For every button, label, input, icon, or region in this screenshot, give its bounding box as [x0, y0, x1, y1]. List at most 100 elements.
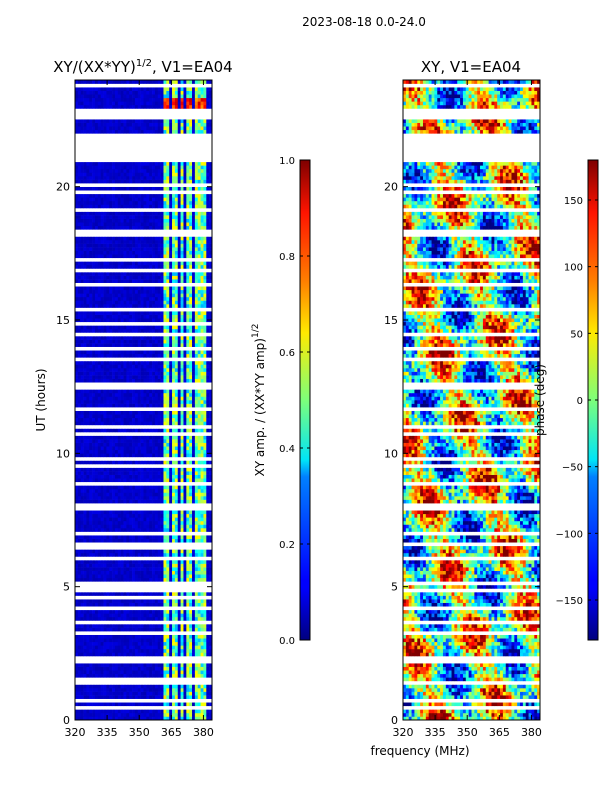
heatmap-cell [174, 353, 179, 358]
heatmap-cell [123, 364, 127, 369]
heatmap-cell [100, 421, 104, 426]
heatmap-cell [94, 378, 99, 383]
heatmap-cell [160, 471, 164, 475]
heatmap-cell [152, 584, 156, 589]
heatmap-cell [117, 712, 121, 717]
heatmap-cell [152, 680, 156, 685]
heatmap-cell [183, 584, 187, 589]
heatmap-cell [180, 375, 184, 379]
heatmap-cell [157, 698, 161, 703]
heatmap-cell [174, 659, 179, 664]
heatmap-cell [194, 567, 199, 571]
heatmap-cell [137, 460, 141, 465]
heatmap-cell [106, 432, 110, 436]
heatmap-cell [177, 563, 181, 568]
heatmap-cell [206, 659, 210, 664]
heatmap-cell [189, 645, 193, 650]
heatmap-cell [132, 471, 136, 475]
heatmap-cell [140, 503, 144, 507]
heatmap-cell [192, 552, 196, 557]
heatmap-cell [152, 499, 156, 504]
heatmap-cell [172, 392, 176, 397]
heatmap-cell [83, 460, 87, 465]
heatmap-cell [186, 435, 190, 440]
heatmap-cell [80, 680, 84, 685]
heatmap-cell [83, 656, 87, 660]
heatmap-cell [186, 698, 190, 703]
heatmap-cell [183, 702, 187, 707]
heatmap-cell [183, 407, 187, 411]
heatmap-cell [117, 563, 121, 568]
heatmap-cell [117, 542, 121, 547]
heatmap-cell [197, 656, 201, 660]
heatmap-cell [94, 688, 99, 692]
heatmap-cell [172, 535, 176, 539]
heatmap-cell [140, 560, 144, 564]
heatmap-cell [154, 442, 159, 447]
heatmap-cell [114, 513, 119, 518]
heatmap-cell [172, 396, 176, 401]
heatmap-cell [143, 670, 147, 675]
heatmap-cell [183, 552, 187, 557]
heatmap-cell [203, 478, 207, 483]
heatmap-cell [200, 592, 204, 596]
heatmap-cell [80, 407, 84, 411]
heatmap-cell [174, 414, 179, 419]
heatmap-cell [186, 535, 190, 539]
heatmap-cell [134, 464, 139, 468]
heatmap-cell [143, 570, 147, 575]
heatmap-cell [163, 592, 167, 596]
heatmap-cell [106, 517, 110, 522]
heatmap-cell [174, 663, 179, 667]
heatmap-cell [192, 432, 196, 436]
heatmap-cell [112, 567, 116, 571]
heatmap-cell [203, 673, 207, 678]
heatmap-cell [194, 435, 199, 440]
heatmap-cell [94, 357, 99, 362]
heatmap-cell [123, 353, 127, 358]
heatmap-cell [126, 702, 130, 707]
heatmap-cell [160, 581, 164, 586]
heatmap-cell [80, 677, 84, 682]
heatmap-cell [203, 677, 207, 682]
heatmap-cell [92, 673, 96, 678]
heatmap-cell [117, 709, 121, 714]
heatmap-cell [143, 460, 147, 465]
heatmap-cell [112, 560, 116, 564]
heatmap-cell [117, 641, 121, 646]
heatmap-cell [140, 641, 144, 646]
heatmap-cell [89, 645, 93, 650]
heatmap-cell [152, 609, 156, 614]
heatmap-cell [157, 542, 161, 547]
heatmap-cell [192, 460, 196, 465]
heatmap-cell [126, 407, 130, 411]
heatmap-cell [152, 392, 156, 397]
heatmap-cell [109, 638, 113, 643]
heatmap-cell [160, 449, 164, 454]
heatmap-cell [209, 531, 213, 536]
heatmap-cell [154, 567, 159, 571]
heatmap-cell [177, 677, 181, 682]
heatmap-cell [157, 634, 161, 639]
heatmap-cell [100, 652, 104, 657]
heatmap-cell [75, 453, 79, 458]
heatmap-cell [174, 691, 179, 696]
heatmap-cell [203, 705, 207, 710]
heatmap-cell [92, 634, 96, 639]
heatmap-cell [132, 560, 136, 564]
heatmap-cell [163, 481, 167, 486]
heatmap-cell [120, 403, 124, 408]
heatmap-cell [189, 624, 193, 628]
heatmap-cell [94, 712, 99, 717]
heatmap-cell [160, 467, 164, 472]
heatmap-cell [169, 474, 173, 479]
heatmap-cell [152, 538, 156, 543]
heatmap-cell [174, 403, 179, 408]
heatmap-cell [137, 510, 141, 515]
heatmap-cell [172, 631, 176, 635]
heatmap-cell [83, 581, 87, 586]
heatmap-cell [140, 542, 144, 547]
heatmap-cell [83, 691, 87, 696]
heatmap-cell [143, 385, 147, 390]
heatmap-cell [103, 378, 107, 383]
